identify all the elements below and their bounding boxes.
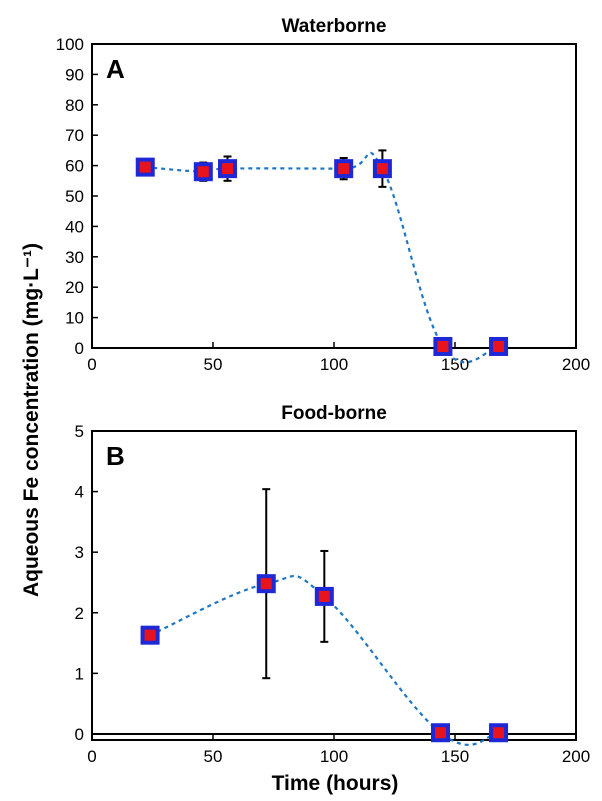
x-tick-label: 50 [204, 747, 223, 766]
data-point [256, 574, 276, 594]
y-tick-label: 5 [75, 422, 84, 441]
y-tick-label: 40 [65, 217, 84, 236]
data-point [314, 586, 334, 606]
panel-title: Food-borne [281, 403, 387, 424]
y-axis-label: Aqueous Fe concentration (mg·L⁻¹) [20, 243, 43, 597]
x-tick-label: 100 [320, 355, 348, 374]
panel-letter: A [106, 54, 125, 84]
y-tick-label: 10 [65, 309, 84, 328]
y-tick-label: 50 [65, 187, 84, 206]
data-point [193, 162, 213, 182]
x-tick-label: 100 [320, 747, 348, 766]
y-tick-label: 30 [65, 248, 84, 267]
data-point [489, 723, 509, 743]
y-tick-label: 4 [75, 483, 84, 502]
data-point [218, 159, 238, 179]
data-point [489, 336, 509, 356]
x-axis-label: Time (hours) [272, 772, 399, 795]
y-tick-label: 100 [56, 35, 84, 54]
y-tick-label: 2 [75, 604, 84, 623]
y-tick-label: 0 [75, 339, 84, 358]
y-tick-label: 80 [65, 96, 84, 115]
data-point [140, 625, 160, 645]
x-tick-label: 150 [441, 747, 469, 766]
x-tick-label: 0 [87, 747, 96, 766]
y-tick-label: 70 [65, 126, 84, 145]
x-tick-label: 50 [204, 355, 223, 374]
data-point [334, 159, 354, 179]
series-line [145, 151, 499, 364]
y-tick-label: 20 [65, 278, 84, 297]
x-tick-label: 200 [562, 747, 590, 766]
x-tick-label: 0 [87, 355, 96, 374]
data-point [430, 723, 450, 743]
y-tick-label: 1 [75, 664, 84, 683]
y-tick-label: 3 [75, 543, 84, 562]
x-tick-label: 150 [441, 355, 469, 374]
y-tick-label: 60 [65, 157, 84, 176]
data-point [372, 159, 392, 179]
panel-letter: B [106, 441, 125, 471]
y-tick-label: 0 [75, 725, 84, 744]
data-point [135, 157, 155, 177]
plot-frame [91, 430, 577, 741]
data-point [433, 336, 453, 356]
panel-title: Waterborne [282, 16, 387, 37]
x-tick-label: 200 [562, 355, 590, 374]
y-tick-label: 90 [65, 65, 84, 84]
panel-a-waterborne: 0 10 20 30 40 50 60 70 80 90 100 0 50 100 150 200 Waterb… [56, 16, 591, 374]
plot-frame [91, 43, 577, 349]
